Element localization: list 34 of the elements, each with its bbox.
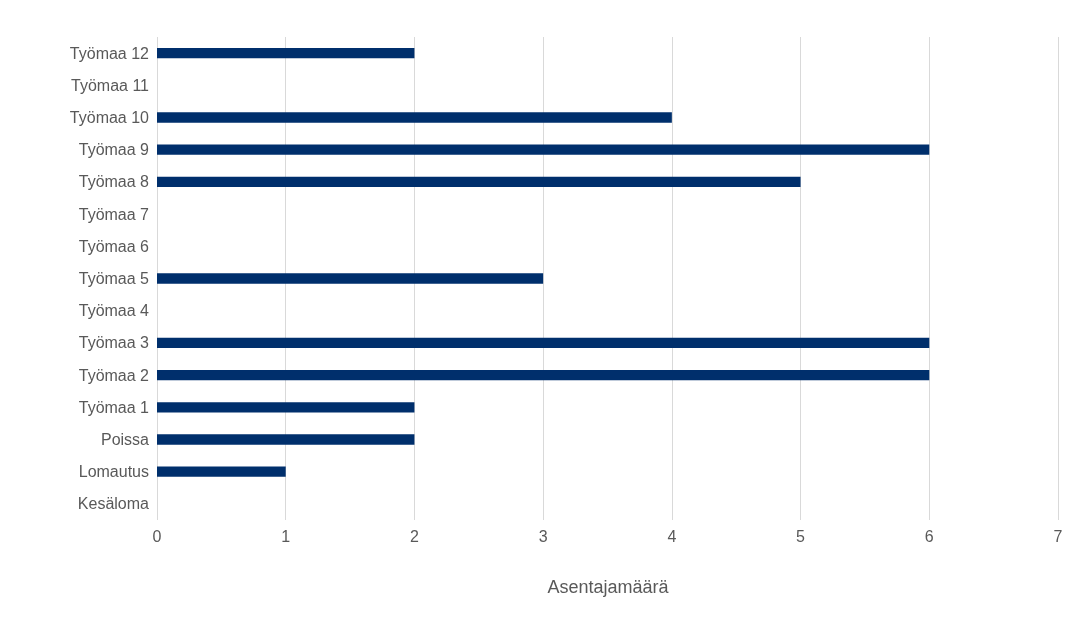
y-tick-label: Työmaa 9	[78, 141, 150, 159]
bar	[157, 144, 930, 155]
y-tick-label: Työmaa 10	[69, 109, 150, 126]
y-tick-label: Työmaa 11	[71, 76, 150, 94]
y-tick-label: Työmaa 12	[69, 44, 150, 62]
x-tick-label: 1	[281, 527, 291, 545]
y-tick-label: Työmaa 6	[78, 237, 150, 255]
y-tick-label: Työmaa 1	[78, 398, 150, 416]
y-tick-label: Työmaa 8	[78, 173, 150, 191]
x-tick-label: 3	[538, 527, 548, 545]
x-tick-label: 6	[924, 527, 934, 545]
bar	[157, 402, 415, 413]
y-tick-label: Työmaa 5	[78, 270, 150, 287]
y-tick-label: Kesäloma	[77, 495, 150, 513]
x-tick-label: 7	[1053, 527, 1063, 545]
x-axis-title: Asentajamäärä	[547, 577, 670, 597]
x-tick-label: 0	[152, 527, 162, 545]
bar	[157, 337, 930, 349]
x-tick-label: 2	[409, 527, 419, 545]
bar	[157, 434, 415, 445]
y-tick-label: Lomautus	[78, 463, 149, 481]
bar	[157, 176, 801, 188]
y-tick-label: Poissa	[100, 431, 150, 448]
bar	[157, 466, 286, 477]
x-tick-label: 4	[667, 527, 677, 545]
bar	[157, 47, 415, 59]
bar	[157, 273, 544, 284]
x-tick-label: 5	[796, 527, 806, 545]
bar	[157, 112, 672, 123]
y-tick-label: Työmaa 4	[78, 302, 150, 320]
y-tick-label: Työmaa 3	[78, 334, 150, 352]
bar	[157, 369, 930, 381]
y-tick-label: Työmaa 7	[78, 205, 150, 223]
y-tick-label: Työmaa 2	[78, 366, 150, 384]
